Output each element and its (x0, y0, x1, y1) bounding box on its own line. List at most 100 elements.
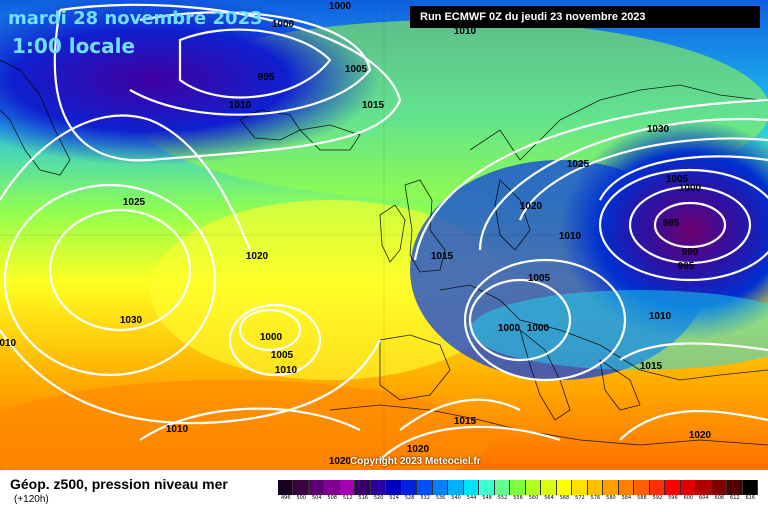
blue-trough-north (0, 0, 380, 165)
legend-level-label: 540 (451, 495, 461, 501)
isobar-label: 995 (678, 261, 695, 272)
legend-swatch (308, 480, 325, 495)
legend-level-label: 552 (497, 495, 508, 501)
isobar-label: 1000 (498, 323, 521, 334)
legend-level-label: 612 (730, 495, 740, 501)
isobar-label: 1010 (166, 424, 189, 435)
legend-level-label: 532 (420, 495, 430, 501)
legend-level-label: 584 (621, 495, 632, 501)
isobar-label: 1030 (120, 315, 143, 326)
orange-south (0, 380, 490, 470)
legend-level-label: 528 (404, 495, 415, 501)
legend-swatch (618, 480, 635, 495)
legend-level-label: 544 (466, 495, 477, 501)
legend-labels: 496 500 504 508 512 516 520 524 528 532 536 540 544 5… (278, 495, 758, 505)
legend-swatch (587, 480, 604, 495)
legend-swatch (696, 480, 712, 495)
model-run-banner: Run ECMWF 0Z du jeudi 23 novembre 2023 (410, 6, 760, 28)
legend-level-label: 560 (528, 495, 539, 501)
isobar-label: 1005 (271, 350, 294, 361)
legend-level-label: 496 (280, 495, 291, 501)
isobar-label: 1010 (649, 311, 672, 322)
forecast-hour: (+120h) (14, 494, 49, 505)
legend-swatch (417, 480, 433, 495)
isobar-label: 1020 (520, 201, 543, 212)
forecast-date: mardi 28 novembre 2023 (8, 8, 263, 29)
legend-level-label: 500 (296, 495, 306, 501)
legend-swatch (525, 480, 542, 495)
isobar-label: 985 (663, 218, 680, 229)
legend-swatch (665, 480, 681, 495)
isobar-label: 1000 (329, 1, 352, 12)
legend-level-label: 504 (311, 495, 322, 501)
isobar-label: 1025 (567, 159, 590, 170)
legend-level-label: 520 (373, 495, 384, 501)
legend-swatch (727, 480, 743, 495)
legend-level-label: 516 (358, 495, 368, 501)
legend-level-label: 616 (745, 495, 756, 501)
isobar-label: 1015 (431, 251, 454, 262)
isobar-label: 995 (258, 72, 275, 83)
legend-swatch (339, 480, 356, 495)
legend-swatch (386, 480, 402, 495)
legend-swatch (572, 480, 588, 495)
isobar-label: 1010 (0, 338, 17, 349)
legend-swatch (432, 480, 449, 495)
legend-swatch (479, 480, 495, 495)
legend-swatch (649, 480, 666, 495)
isobar-label: 1010 (454, 26, 477, 37)
isobar-label: 1010 (559, 231, 582, 242)
legend-swatch (278, 480, 294, 495)
isobar-label: 1000 (260, 332, 283, 343)
parameter-title: Géop. z500, pression niveau mer (10, 476, 228, 492)
legend-level-label: 604 (699, 495, 709, 501)
legend-swatches (278, 480, 759, 495)
legend-level-label: 580 (606, 495, 616, 501)
isobar-label: 1020 (329, 456, 352, 467)
legend-swatch (494, 480, 511, 495)
isobar-label: 1025 (123, 197, 146, 208)
isobar-label: 1000 (272, 19, 295, 30)
isobar-label: 1000 (679, 183, 702, 194)
legend-swatch (448, 480, 464, 495)
isobar-label: 1010 (275, 365, 298, 376)
legend-level-label: 564 (544, 495, 554, 501)
legend-swatch (401, 480, 418, 495)
isobar-label: 1005 (345, 64, 368, 75)
legend-swatch (510, 480, 526, 495)
isobar-label: 1000 (527, 323, 550, 334)
legend-swatch (634, 480, 650, 495)
legend-level-label: 548 (482, 495, 492, 501)
legend-level-label: 596 (668, 495, 678, 501)
isobar-label: 1030 (647, 124, 670, 135)
isobar-label: 1015 (362, 100, 385, 111)
isobar-label: 1020 (246, 251, 269, 262)
legend-level-label: 524 (389, 495, 399, 501)
isobar-label: 1005 (666, 174, 689, 185)
legend-level-label: 576 (590, 495, 601, 501)
legend-level-label: 592 (652, 495, 663, 501)
legend-level-label: 512 (342, 495, 353, 501)
legend-level-label: 600 (683, 495, 694, 501)
legend-swatch (680, 480, 697, 495)
legend-level-label: 588 (637, 495, 647, 501)
isobar-label: 1020 (689, 430, 712, 441)
legend-level-label: 608 (714, 495, 725, 501)
isobar-label: 1010 (229, 100, 252, 111)
isobar-label: 1015 (640, 361, 663, 372)
isobar-label: 1020 (407, 444, 430, 455)
legend-swatch (541, 480, 557, 495)
legend-swatch (463, 480, 480, 495)
legend-swatch (355, 480, 371, 495)
low-pressure-core-east (560, 120, 768, 340)
lat-lon-grid (0, 0, 768, 470)
legend-swatch (293, 480, 309, 495)
isobars (0, 3, 768, 461)
forecast-time: 1:00 locale (12, 34, 136, 58)
legend-swatch (370, 480, 387, 495)
legend-level-label: 536 (435, 495, 446, 501)
legend-swatch (556, 480, 573, 495)
